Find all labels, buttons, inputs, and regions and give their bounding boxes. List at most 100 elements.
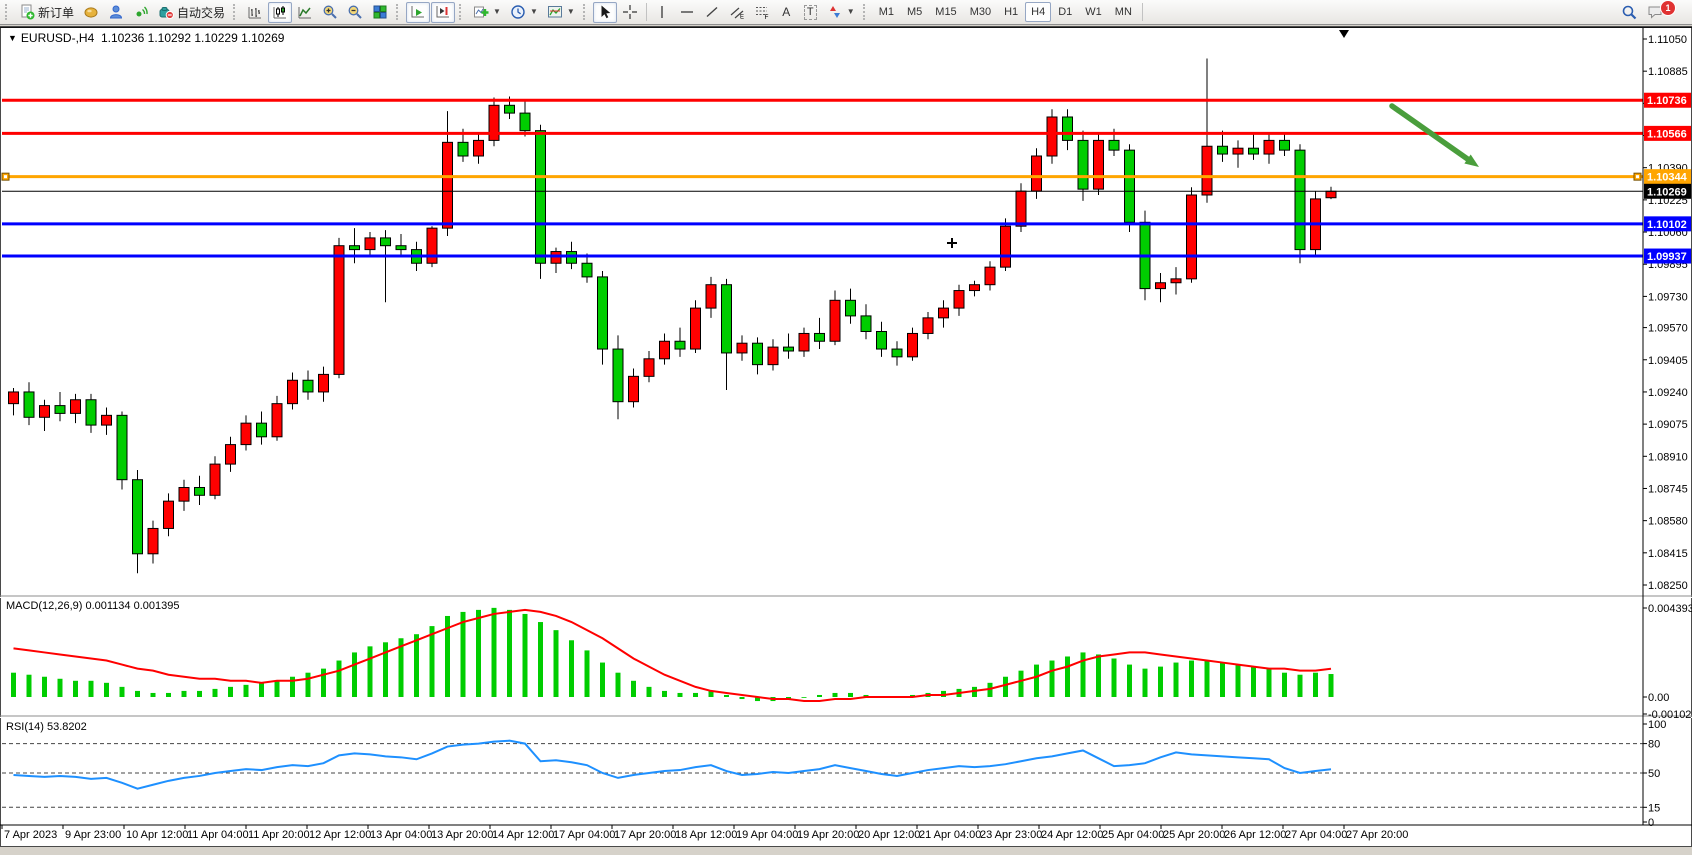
candle-body bbox=[814, 332, 825, 342]
macd-histogram-bar bbox=[181, 690, 187, 697]
candle-body bbox=[597, 276, 608, 350]
macd-histogram-bar bbox=[305, 672, 311, 697]
time-axis-label: 13 Apr 20:00 bbox=[431, 829, 493, 841]
candle-body bbox=[690, 307, 701, 350]
tile-windows-icon bbox=[372, 4, 388, 20]
time-axis-label: 25 Apr 20:00 bbox=[1163, 829, 1225, 841]
chevron-down-icon: ▼ bbox=[566, 7, 575, 16]
line-chart-button[interactable] bbox=[293, 2, 317, 23]
svg-text:F: F bbox=[764, 14, 768, 20]
time-axis-label: 14 Apr 12:00 bbox=[492, 829, 554, 841]
text-label-button[interactable]: T bbox=[799, 2, 822, 23]
toolbar-grip[interactable] bbox=[459, 4, 465, 20]
vertical-line-button[interactable] bbox=[651, 2, 674, 23]
macd-histogram-bar bbox=[243, 684, 249, 697]
macd-histogram-bar bbox=[460, 611, 466, 697]
candle-body bbox=[240, 422, 252, 446]
macd-histogram-bar bbox=[739, 697, 745, 700]
macd-histogram-bar bbox=[1313, 672, 1318, 697]
symbol-dropdown-icon[interactable]: ▼ bbox=[8, 33, 17, 43]
trend-arrow-head bbox=[1464, 154, 1479, 167]
chart-canvas[interactable]: 1.110501.108851.107201.105551.103901.102… bbox=[0, 26, 1692, 847]
chart-background bbox=[0, 26, 1692, 847]
time-axis-label: 17 Apr 04:00 bbox=[553, 829, 615, 841]
new-order-button[interactable]: 新订单 bbox=[15, 2, 78, 23]
toolbar-grip[interactable] bbox=[396, 4, 402, 20]
profiles-button[interactable] bbox=[79, 2, 103, 23]
crosshair-button[interactable] bbox=[618, 2, 642, 23]
price-line-label-box bbox=[1644, 216, 1691, 232]
timeframe-w1[interactable]: W1 bbox=[1079, 2, 1108, 22]
macd-histogram-bar bbox=[1251, 666, 1256, 697]
time-axis-label: 17 Apr 20:00 bbox=[614, 829, 676, 841]
candle-body bbox=[1124, 149, 1135, 223]
text-label-icon: T bbox=[803, 4, 817, 20]
toolbar-grip[interactable] bbox=[582, 4, 589, 20]
candle-body bbox=[845, 299, 856, 317]
horizontal-line-button[interactable] bbox=[675, 2, 699, 23]
zoom-out-button[interactable] bbox=[343, 2, 367, 23]
macd-histogram-bar bbox=[1127, 664, 1132, 697]
cross-marker-annotation bbox=[947, 238, 957, 248]
templates-button[interactable]: ▼ bbox=[543, 2, 579, 23]
price-line-label-box bbox=[1644, 92, 1691, 108]
trendline-button[interactable] bbox=[700, 2, 724, 23]
timeframe-m5[interactable]: M5 bbox=[901, 2, 928, 22]
timeframe-m30[interactable]: M30 bbox=[964, 2, 997, 22]
candle-body bbox=[318, 373, 329, 393]
macd-histogram-bar bbox=[414, 634, 419, 697]
macd-histogram-bar bbox=[1235, 664, 1241, 697]
candle-body bbox=[1031, 155, 1042, 192]
timeframe-d1[interactable]: D1 bbox=[1052, 2, 1078, 22]
candlestick-chart-button[interactable] bbox=[268, 1, 293, 23]
arrows-button[interactable]: ▼ bbox=[823, 2, 859, 23]
cursor-button[interactable] bbox=[592, 1, 617, 23]
macd-histogram-bar bbox=[1049, 660, 1055, 697]
toolbar-grip[interactable] bbox=[862, 4, 869, 20]
timeframe-m1[interactable]: M1 bbox=[873, 2, 900, 22]
search-button[interactable] bbox=[1617, 2, 1642, 23]
macd-histogram-bar bbox=[755, 697, 760, 702]
price-line-label: 1.10344 bbox=[1647, 172, 1688, 184]
macd-histogram-bar bbox=[677, 692, 683, 697]
data-window-button[interactable] bbox=[104, 2, 128, 23]
macd-histogram-bar bbox=[1328, 674, 1334, 697]
timeframe-mn[interactable]: MN bbox=[1109, 2, 1138, 22]
fibonacci-button[interactable]: F bbox=[750, 2, 774, 23]
candle-body bbox=[783, 346, 794, 352]
candle-body bbox=[519, 112, 531, 132]
candle-body bbox=[457, 141, 469, 157]
zoom-in-button[interactable] bbox=[318, 2, 342, 23]
timeframe-h1[interactable]: H1 bbox=[998, 2, 1024, 22]
macd-histogram-bar bbox=[1158, 666, 1163, 697]
tile-windows-button[interactable] bbox=[368, 2, 392, 23]
auto-scroll-button[interactable] bbox=[406, 1, 431, 23]
chart-ohlc-values: 1.10236 1.10292 1.10229 1.10269 bbox=[100, 31, 285, 45]
candle-body bbox=[302, 379, 314, 393]
equidistant-channel-icon: E bbox=[729, 4, 745, 20]
indicators-button[interactable]: ▼ bbox=[469, 2, 505, 23]
price-line-label: 1.10102 bbox=[1647, 219, 1687, 231]
text-button[interactable]: A bbox=[775, 2, 798, 23]
bar-chart-button[interactable] bbox=[243, 2, 267, 23]
timeframe-m15[interactable]: M15 bbox=[929, 2, 962, 22]
timeframe-h4[interactable]: H4 bbox=[1025, 2, 1052, 22]
periods-button[interactable]: ▼ bbox=[506, 2, 542, 23]
price-line-label-box bbox=[1644, 169, 1691, 185]
channel-button[interactable]: E bbox=[725, 2, 749, 23]
data-window-icon bbox=[108, 4, 124, 20]
notification-badge[interactable]: 1 bbox=[1660, 0, 1676, 16]
macd-histogram-bar bbox=[646, 686, 652, 697]
macd-histogram-bar bbox=[1018, 670, 1024, 697]
news-button[interactable] bbox=[129, 2, 153, 23]
chart-shift-button[interactable] bbox=[431, 1, 456, 23]
price-line-label-box bbox=[1644, 183, 1691, 199]
candle-body bbox=[426, 227, 438, 264]
toolbar-grip[interactable] bbox=[5, 4, 11, 20]
toolbar-grip[interactable] bbox=[233, 4, 239, 20]
svg-text:E: E bbox=[740, 15, 744, 21]
macd-histogram-bar bbox=[522, 613, 528, 697]
auto-trading-button[interactable]: 自动交易 bbox=[154, 2, 229, 23]
horizontal-line-icon bbox=[679, 4, 695, 20]
trendline-icon bbox=[704, 4, 720, 20]
